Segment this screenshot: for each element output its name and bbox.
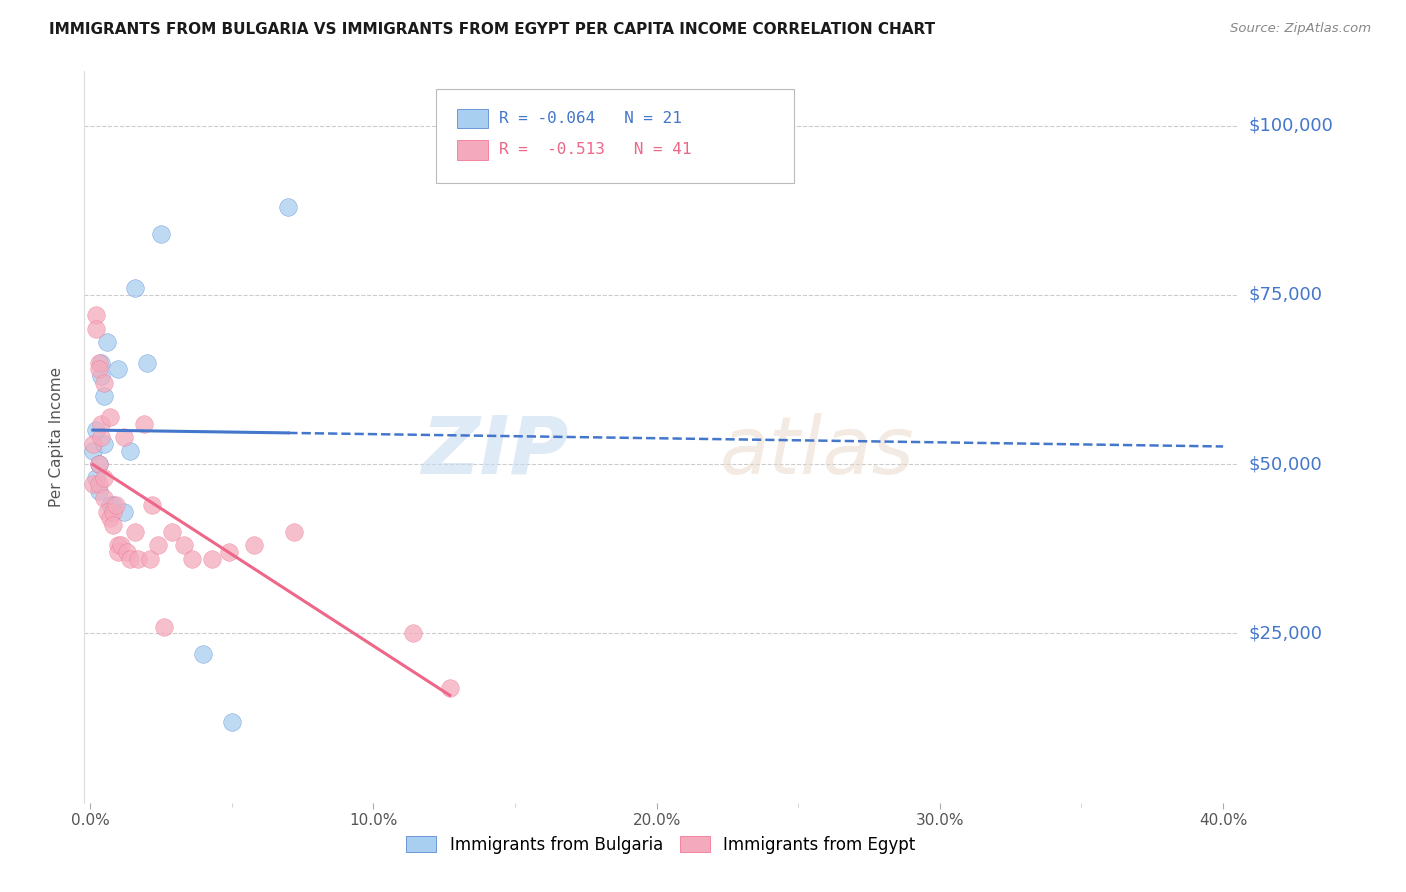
Point [135,355,157,369]
Point [118,552,141,566]
Point [124,281,146,295]
Point [87,355,110,369]
Point [101,498,124,512]
Point [90,417,112,431]
Point [110,538,132,552]
Point [149,227,172,241]
Point [160,524,183,539]
Point [439,681,461,695]
Point [87,484,110,499]
Point [93,376,115,390]
Legend: Immigrants from Bulgaria, Immigrants from Egypt: Immigrants from Bulgaria, Immigrants fro… [399,829,922,860]
Point [90,369,112,384]
Point [104,498,127,512]
Point [107,362,129,376]
Text: ZIP: ZIP [422,413,568,491]
Point [132,417,155,431]
Point [93,437,115,451]
Point [173,538,195,552]
Point [84,322,107,336]
Point [127,552,149,566]
Point [283,524,305,539]
Point [402,626,425,640]
Point [82,443,104,458]
Y-axis label: Per Capita Income: Per Capita Income [49,367,63,508]
Point [98,498,121,512]
Point [98,511,121,525]
Point [107,545,129,559]
Point [82,477,104,491]
Point [115,545,138,559]
Point [96,335,118,350]
Point [138,552,160,566]
Text: R = -0.064   N = 21: R = -0.064 N = 21 [499,112,682,126]
Text: atlas: atlas [720,413,914,491]
Point [87,362,110,376]
Point [87,457,110,471]
Point [201,552,224,566]
Point [98,409,121,424]
Point [87,477,110,491]
Point [90,430,112,444]
Text: R =  -0.513   N = 41: R = -0.513 N = 41 [499,143,692,157]
Text: IMMIGRANTS FROM BULGARIA VS IMMIGRANTS FROM EGYPT PER CAPITA INCOME CORRELATION : IMMIGRANTS FROM BULGARIA VS IMMIGRANTS F… [49,22,935,37]
Point [112,505,135,519]
Point [193,647,215,661]
Point [218,545,240,559]
Point [87,457,110,471]
Point [101,518,124,533]
Text: $50,000: $50,000 [1249,455,1322,473]
Point [124,524,146,539]
Point [221,714,243,729]
Point [96,505,118,519]
Text: $25,000: $25,000 [1249,624,1323,642]
Point [277,200,299,214]
Point [93,471,115,485]
Point [93,491,115,505]
Point [90,355,112,369]
Text: $100,000: $100,000 [1249,117,1333,135]
Point [101,505,124,519]
Point [118,443,141,458]
Point [84,423,107,437]
Point [84,308,107,322]
Point [82,437,104,451]
Point [112,430,135,444]
Point [93,389,115,403]
Point [181,552,204,566]
Point [107,538,129,552]
Point [141,498,163,512]
Text: Source: ZipAtlas.com: Source: ZipAtlas.com [1230,22,1371,36]
Text: $75,000: $75,000 [1249,285,1323,304]
Point [152,620,174,634]
Point [146,538,169,552]
Point [243,538,266,552]
Point [84,471,107,485]
